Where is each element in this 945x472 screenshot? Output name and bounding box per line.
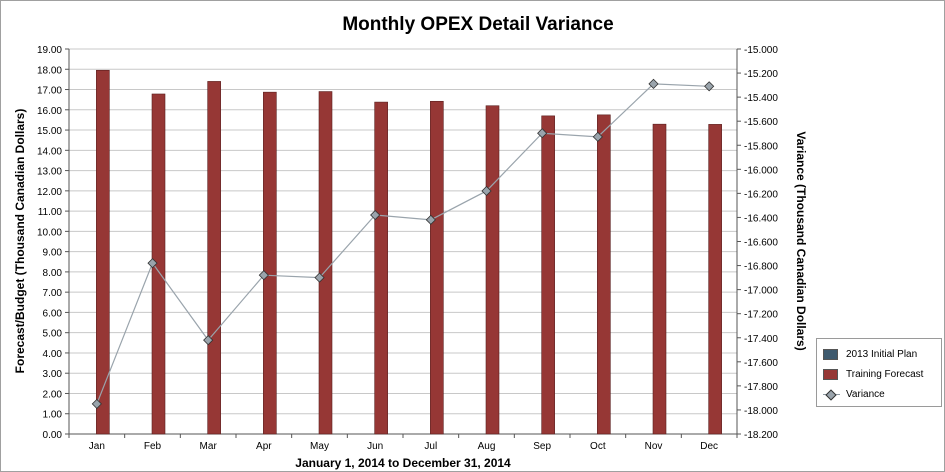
y2-tick-label: -15.800 (744, 141, 778, 152)
variance-point (648, 78, 659, 89)
x-tick-label: Oct (590, 441, 606, 452)
y-tick-label: 19.00 (37, 45, 62, 56)
y-tick-label: 11.00 (38, 207, 63, 218)
bar-training-forecast (597, 114, 611, 435)
bar-training-forecast (430, 100, 444, 435)
legend: 2013 Initial Plan Training Forecast Vari… (816, 338, 942, 407)
legend-marker-variance (823, 389, 840, 400)
bar-training-forecast (485, 105, 500, 435)
bar-training-forecast (374, 101, 388, 435)
x-tick-label: Aug (478, 441, 496, 452)
legend-label-initial-plan: 2013 Initial Plan (846, 348, 918, 360)
y-tick-label: 1.00 (43, 410, 63, 421)
y-tick-label: 12.00 (37, 187, 62, 198)
bar-training-forecast (652, 123, 667, 435)
legend-item-initial-plan: 2013 Initial Plan (823, 347, 917, 361)
variance-point (258, 270, 269, 281)
variance-point (425, 214, 436, 225)
y-tick-label: 6.00 (43, 308, 63, 319)
axes: 0.00 1.00 2.00 3.00 4.00 5.00 6.00 7.00 8.00 9.00… (37, 45, 778, 452)
y2-tick-label: -17.400 (744, 334, 778, 345)
y-tick-label: 10.00 (37, 227, 62, 238)
x-tick-label: Dec (700, 441, 718, 452)
variance-point (314, 272, 325, 283)
bar-training-forecast (708, 124, 722, 435)
bar-training-forecast (541, 115, 555, 435)
variance-point (481, 185, 492, 197)
y-tick-label: 13.00 (37, 167, 62, 178)
y2-tick-label: -18.200 (744, 430, 778, 441)
y2-tick-label: -16.000 (744, 165, 778, 176)
variance-point (91, 398, 102, 410)
y2-tick-label: -16.400 (744, 213, 778, 224)
y-tick-label: 7.00 (43, 288, 63, 299)
x-axis-label: January 1, 2014 to December 31, 2014 (295, 456, 511, 470)
bar-training-forecast (318, 91, 333, 435)
y2-tick-label: -15.600 (744, 117, 778, 128)
x-tick-label: Nov (645, 441, 663, 452)
x-tick-label: Jan (89, 441, 105, 452)
legend-swatch-training-forecast (823, 368, 838, 380)
variance-polyline (96, 83, 710, 405)
legend-item-variance: Variance (823, 387, 885, 401)
variance-line (91, 78, 715, 410)
variance-point (203, 335, 214, 346)
y-tick-label: 8.00 (43, 268, 63, 279)
y2-tick-label: -15.000 (744, 45, 778, 56)
bar-training-forecast (96, 69, 110, 435)
y-tick-label: 16.00 (37, 106, 62, 117)
bar-training-forecast (207, 81, 221, 435)
y-tick-label: 9.00 (43, 248, 63, 259)
bar-training-forecast (263, 91, 277, 435)
x-tick-label: Sep (533, 441, 551, 452)
x-tick-label: Mar (200, 441, 218, 452)
y-axis-label: Forecast/Budget (Thousand Canadian Dolla… (13, 109, 27, 374)
variance-point (147, 258, 158, 269)
y-tick-label: 3.00 (43, 369, 63, 380)
gridlines (69, 48, 737, 435)
bars (96, 69, 722, 435)
y-tick-label: 2.00 (43, 389, 63, 400)
legend-label-training-forecast: Training Forecast (846, 368, 924, 380)
y-tick-label: 14.00 (37, 146, 62, 157)
legend-item-training-forecast: Training Forecast (823, 367, 923, 381)
variance-point (592, 131, 603, 142)
y2-tick-label: -18.000 (744, 406, 778, 417)
variance-point (370, 209, 381, 221)
legend-swatch-initial-plan (823, 348, 838, 360)
chart-title: Monthly OPEX Detail Variance (342, 14, 613, 35)
y2-axis-label: Variance (Thousand Canadian Dollars) (794, 131, 808, 350)
variance-point (704, 81, 715, 92)
y2-tick-label: -17.800 (744, 382, 778, 393)
y2-tick-label: -17.200 (744, 310, 778, 321)
x-tick-label: Jun (367, 441, 383, 452)
y-tick-label: 15.00 (37, 126, 62, 137)
x-tick-label: Apr (256, 441, 272, 452)
y2-tick-label: -16.200 (744, 189, 778, 200)
y2-tick-label: -16.800 (744, 262, 778, 273)
y2-tick-label: -17.600 (744, 358, 778, 369)
y2-tick-label: -15.400 (744, 93, 778, 104)
y-tick-label: 18.00 (37, 65, 62, 76)
x-tick-label: May (310, 441, 329, 452)
y-tick-label: 4.00 (43, 349, 63, 360)
y2-tick-label: -15.200 (744, 69, 778, 80)
x-tick-label: Feb (144, 441, 162, 452)
legend-label-variance: Variance (846, 388, 885, 400)
y-tick-label: 5.00 (43, 329, 63, 340)
y-tick-label: 0.00 (43, 430, 63, 441)
y-tick-label: 17.00 (37, 86, 62, 97)
x-tick-label: Jul (424, 441, 437, 452)
y2-tick-label: -16.600 (744, 238, 778, 249)
y2-tick-label: -17.000 (744, 286, 778, 297)
variance-point (537, 128, 548, 139)
